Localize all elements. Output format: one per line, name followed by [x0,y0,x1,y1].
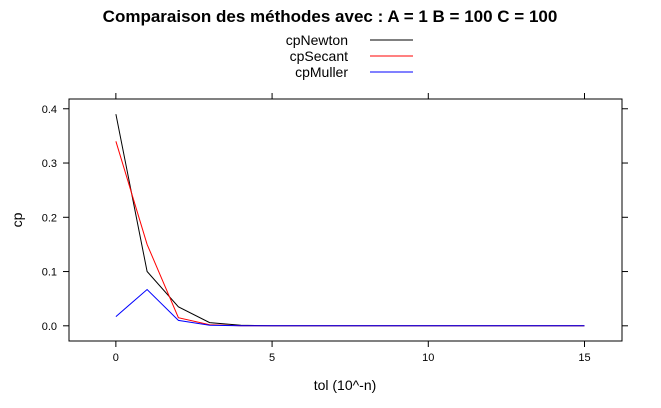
y-tick-label: 0.2 [42,212,57,224]
y-tick-label: 0.1 [42,267,57,279]
x-tick-label: 5 [269,352,275,364]
axis-ticks: 0 5 10 15 0.0 0.1 0.2 0.3 0.4 [42,93,628,364]
series-line-cpMuller [115,288,585,327]
y-tick-label: 0.3 [42,158,57,170]
chart-title: Comparaison des méthodes avec : A = 1 B … [103,7,558,26]
x-tick-label: 10 [422,352,434,364]
x-axis-label: tol (10^-n) [314,377,377,393]
legend-label-cpSecant: cpSecant [290,48,348,64]
y-tick-label: 0.4 [42,104,57,116]
legend-label-cpMuller: cpMuller [295,64,348,80]
series-line-cpSecant [115,141,585,327]
series-lines [115,114,585,327]
series-line-cpNewton [115,114,585,327]
x-tick-label: 0 [113,352,119,364]
y-axis-label: cp [9,212,25,227]
plot-frame [68,98,623,342]
y-tick-label: 0.0 [42,321,57,333]
x-tick-label: 15 [578,352,590,364]
legend-label-cpNewton: cpNewton [286,32,348,48]
